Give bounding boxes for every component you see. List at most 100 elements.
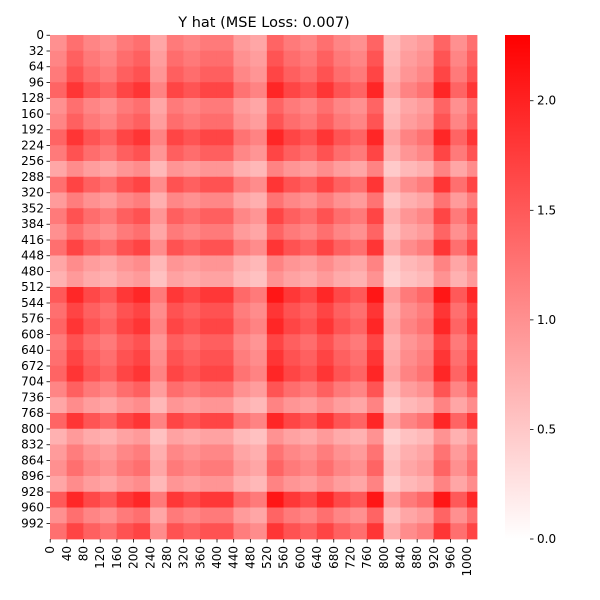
heatmap-cell bbox=[50, 35, 68, 52]
heatmap-cell bbox=[183, 113, 201, 130]
x-tick-label: 240 bbox=[143, 546, 157, 569]
heatmap-cell bbox=[316, 428, 334, 445]
heatmap-cell bbox=[166, 66, 184, 83]
heatmap-cell bbox=[316, 98, 334, 115]
heatmap-cell bbox=[366, 82, 384, 99]
colorbar-tick-label: 1.0 bbox=[537, 313, 556, 327]
heatmap-cell bbox=[116, 224, 134, 241]
heatmap-cell bbox=[250, 397, 268, 414]
heatmap-cell bbox=[233, 224, 251, 241]
heatmap-cell bbox=[183, 460, 201, 477]
heatmap-cell bbox=[66, 145, 84, 162]
heatmap-cell bbox=[233, 365, 251, 382]
heatmap-cell bbox=[183, 397, 201, 414]
heatmap-cell bbox=[83, 239, 101, 256]
heatmap-cell bbox=[66, 334, 84, 351]
heatmap-cell bbox=[316, 208, 334, 225]
heatmap-cell bbox=[100, 192, 118, 209]
heatmap-cell bbox=[266, 129, 284, 146]
heatmap-cell bbox=[366, 397, 384, 414]
heatmap-cell bbox=[233, 255, 251, 272]
heatmap-cell bbox=[250, 192, 268, 209]
heatmap-cell bbox=[416, 476, 435, 493]
heatmap-cell bbox=[200, 50, 218, 67]
heatmap-cell bbox=[100, 365, 118, 382]
heatmap-cell bbox=[333, 98, 351, 115]
heatmap-cell bbox=[466, 208, 478, 225]
heatmap-cell bbox=[233, 413, 251, 430]
heatmap-cell bbox=[50, 476, 68, 493]
heatmap-cell bbox=[83, 365, 101, 382]
heatmap-cell bbox=[200, 192, 218, 209]
heatmap-cell bbox=[166, 491, 184, 508]
heatmap-cell bbox=[400, 334, 418, 351]
heatmap-cell bbox=[266, 523, 284, 540]
heatmap-cell bbox=[133, 413, 151, 430]
heatmap-cell bbox=[316, 192, 334, 209]
heatmap-cell bbox=[233, 82, 251, 99]
heatmap-cell bbox=[383, 239, 401, 256]
heatmap-cell bbox=[200, 82, 218, 99]
heatmap-cell bbox=[216, 66, 234, 83]
heatmap-cell bbox=[316, 287, 334, 304]
heatmap-cell bbox=[250, 444, 268, 461]
x-tick-label: 680 bbox=[327, 546, 341, 569]
y-tick-label: 576 bbox=[21, 312, 44, 326]
heatmap-cell bbox=[116, 413, 134, 430]
heatmap-cell bbox=[266, 50, 284, 67]
heatmap-cell bbox=[266, 318, 284, 335]
heatmap-cell bbox=[333, 35, 351, 52]
heatmap-cell bbox=[383, 350, 401, 367]
heatmap-cell bbox=[416, 350, 435, 367]
heatmap-cell bbox=[116, 507, 134, 524]
heatmap-cell bbox=[133, 82, 151, 99]
heatmap-cell bbox=[383, 82, 401, 99]
heatmap-cell bbox=[300, 350, 318, 367]
heatmap-cell bbox=[466, 350, 478, 367]
heatmap-cell bbox=[216, 255, 234, 272]
heatmap-cell bbox=[250, 113, 268, 130]
y-tick-label: 512 bbox=[21, 280, 44, 294]
heatmap-cell bbox=[133, 239, 151, 256]
x-tick-label: 200 bbox=[127, 546, 141, 569]
heatmap-cell bbox=[316, 145, 334, 162]
heatmap-cell bbox=[300, 161, 318, 178]
heatmap-cell bbox=[50, 113, 68, 130]
x-tick-label: 160 bbox=[110, 546, 124, 569]
heatmap-cell bbox=[183, 302, 201, 319]
heatmap-cell bbox=[416, 365, 435, 382]
heatmap-cell bbox=[50, 129, 68, 146]
heatmap-cell bbox=[183, 192, 201, 209]
heatmap-cell bbox=[466, 365, 478, 382]
heatmap-cell bbox=[233, 381, 251, 398]
heatmap-cell bbox=[183, 318, 201, 335]
heatmap-cell bbox=[266, 334, 284, 351]
heatmap-cell bbox=[100, 523, 118, 540]
heatmap-cell bbox=[450, 413, 468, 430]
heatmap-cell bbox=[183, 428, 201, 445]
heatmap-cell bbox=[450, 208, 468, 225]
heatmap-cell bbox=[133, 365, 151, 382]
heatmap-cell bbox=[450, 334, 468, 351]
heatmap-cell bbox=[116, 302, 134, 319]
heatmap-cell bbox=[466, 523, 478, 540]
heatmap-cell bbox=[66, 192, 84, 209]
heatmap-cell bbox=[83, 428, 101, 445]
heatmap-cell bbox=[200, 350, 218, 367]
heatmap-cell bbox=[383, 224, 401, 241]
heatmap-cell bbox=[366, 350, 384, 367]
y-tick-label: 128 bbox=[21, 91, 44, 105]
heatmap-cell bbox=[333, 491, 351, 508]
heatmap-cell bbox=[416, 334, 435, 351]
heatmap-cell bbox=[50, 491, 68, 508]
heatmap-cell bbox=[116, 98, 134, 115]
heatmap-cell bbox=[150, 239, 168, 256]
heatmap-cell bbox=[450, 271, 468, 288]
x-tick-label: 400 bbox=[210, 546, 224, 569]
heatmap-cell bbox=[100, 318, 118, 335]
heatmap-cell bbox=[100, 66, 118, 83]
heatmap-cell bbox=[233, 476, 251, 493]
heatmap-cell bbox=[216, 302, 234, 319]
heatmap-cell bbox=[266, 161, 284, 178]
heatmap-cell bbox=[300, 129, 318, 146]
